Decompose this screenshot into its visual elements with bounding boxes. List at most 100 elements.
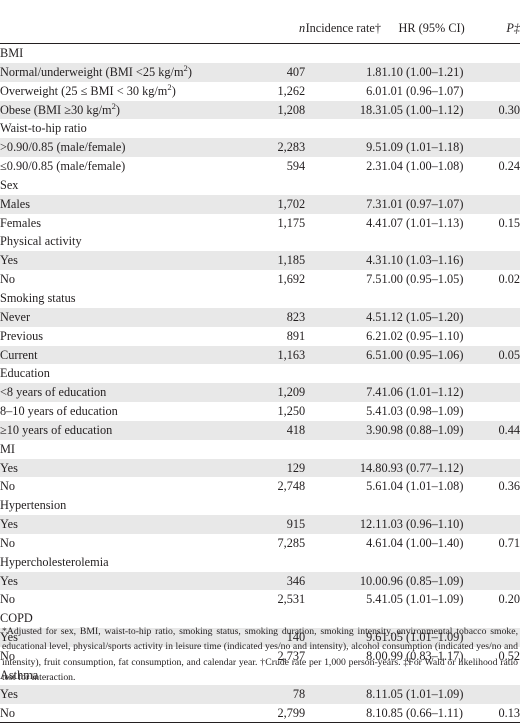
table-row: Yes 1,185 4.3 1.10 (1.03–1.16) [0,251,520,271]
table-row: No 7,285 4.6 1.04 (1.00–1.40) 0.71 [0,534,520,553]
cell-p-value [481,138,520,158]
cell-hazard-ratio: 1.04 (1.01–1.08) [381,479,464,494]
row-label: ≤0.90/0.85 (male/female) [0,157,263,176]
cell-n: 1,250 [277,404,306,419]
cell-n: 2,531 [277,592,306,607]
table-row: Yes 915 12.1 1.03 (0.96–1.10) [0,515,520,534]
table-row: No 2,799 8.1 0.85 (0.66–1.11) 0.13 [0,704,520,723]
cell-n: 1,209 [263,383,306,403]
cell-hazard-ratio: 1.02 (0.95–1.10) [381,328,464,343]
cell-p-value: 0.13 [498,705,520,720]
cell-incidence-rate: 12.1 [305,515,382,534]
row-label-text: No [0,272,16,287]
table-row: Yes 140 9.6 1.05 (1.01–1.09) [0,628,520,647]
group-title: Asthma [0,667,39,682]
cell-incidence-rate: 2.3 [366,159,382,174]
group-title: BMI [0,46,24,60]
cell-hazard-ratio: 1.07 (1.01–1.13) [381,215,464,230]
row-label: Yes [0,251,263,271]
cell-n: 891 [286,328,306,343]
cell-incidence-rate: 9.5 [305,138,382,158]
cell-hazard-ratio: 1.09 (1.01–1.18) [381,138,482,158]
cell-p-value: 0.36 [498,479,520,494]
group-title: Education [0,366,50,381]
row-label-text: Yes [0,517,18,532]
cell-incidence-rate: 5.4 [366,404,382,419]
cell-n: 78 [263,684,306,704]
unit-superscript: 2 [183,62,188,73]
cell-n: 915 [263,515,306,534]
cell-n: 1,208 [263,100,306,120]
cell-n: 2,283 [263,138,306,158]
group-title: Hypertension [0,498,67,513]
cell-incidence-rate: 18.3 [305,100,382,120]
group-row: Sex [0,176,520,195]
header-label [0,14,263,44]
row-label-text: No [0,592,16,607]
cell-p-value [481,458,520,478]
row-label-text: Overweight (25 ≤ BMI < 30 kg/m [0,83,168,98]
cell-p-value [481,515,520,534]
row-label-text: ≥10 years of education [0,422,113,437]
group-row: Physical activity [0,232,520,251]
row-label-text: 8–10 years of education [0,404,118,419]
row-label: <8 years of education [0,383,263,403]
row-label: >0.90/0.85 (male/female) [0,138,263,158]
cell-incidence-rate: 4.4 [366,215,382,230]
cell-n: 418 [263,420,306,440]
row-label-text: Females [0,215,41,230]
cell-incidence-rate: 4.6 [366,535,382,550]
cell-incidence-rate: 6.0 [366,83,382,98]
cell-n: 129 [263,458,306,478]
row-label: Normal/underweight (BMI <25 kg/m2) [0,62,263,82]
row-label-text: Normal/underweight (BMI <25 kg/m [0,64,184,79]
table-row: >0.90/0.85 (male/female) 2,283 9.5 1.09 (1.… [0,138,520,158]
cell-n: 1,163 [263,345,306,365]
cell-p-value: 0.30 [481,100,520,120]
row-label-text: <8 years of education [0,385,107,400]
row-label-text: Previous [0,328,44,343]
group-row: Asthma [0,666,520,685]
cell-incidence-rate: 4.3 [305,251,382,271]
cell-incidence-rate: 9.6 [305,628,382,647]
row-label-text: Yes [0,460,18,475]
row-label: Yes [0,571,263,591]
cell-hazard-ratio: 1.04 (1.00–1.08) [381,159,464,174]
row-label-text: Yes [0,686,18,701]
group-title: Physical activity [0,234,82,249]
group-row: Waist-to-hip ratio [0,119,520,138]
cell-n: 1,702 [263,194,306,214]
cell-incidence-rate: 5.6 [366,479,382,494]
cell-n: 2,748 [277,479,306,494]
cell-hazard-ratio: 1.05 (1.01–1.09) [381,684,482,704]
cell-p-value [482,402,520,421]
cell-hazard-ratio: 1.06 (1.01–1.12) [381,383,482,403]
unit-superscript: 2 [111,100,116,111]
row-label: Females [0,214,263,233]
row-label: No [0,477,263,496]
cell-p-value: 0.52 [498,649,520,663]
cell-incidence-rate: 8.1 [366,705,382,720]
cell-hazard-ratio: 1.05 (1.00–1.12) [381,100,482,120]
cell-p-value [482,327,520,346]
table-row: No 1,692 7.5 1.00 (0.95–1.05) 0.02 [0,270,520,289]
row-label-text: Current [0,347,38,362]
table-row: ≤0.90/0.85 (male/female) 594 2.3 1.04 (1.00… [0,157,520,176]
cell-hazard-ratio: 1.05 (1.01–1.09) [381,628,482,647]
cell-n: 594 [286,159,306,174]
table-body: BMI Normal/underweight (BMI <25 kg/m2) 407… [0,44,520,723]
cell-n: 1,185 [263,251,306,271]
cell-hazard-ratio: 1.01 (0.96–1.07) [381,83,464,98]
row-label: Previous [0,327,263,346]
cell-p-value [481,62,520,82]
cell-p-value [481,251,520,271]
header-row: n Incidence rate† HR (95% CI) P‡ [0,14,520,44]
row-label-text: No [0,535,16,550]
cell-hazard-ratio: 0.99 (0.83–1.17) [381,649,464,663]
row-label-tail: ) [187,64,192,79]
row-label-text: Yes [0,630,18,645]
cell-n: 2,799 [277,705,306,720]
cell-incidence-rate: 7.5 [366,272,382,287]
header-incidence-rate: Incidence rate† [305,21,382,36]
table-row: Yes 129 14.8 0.93 (0.77–1.12) [0,458,520,478]
